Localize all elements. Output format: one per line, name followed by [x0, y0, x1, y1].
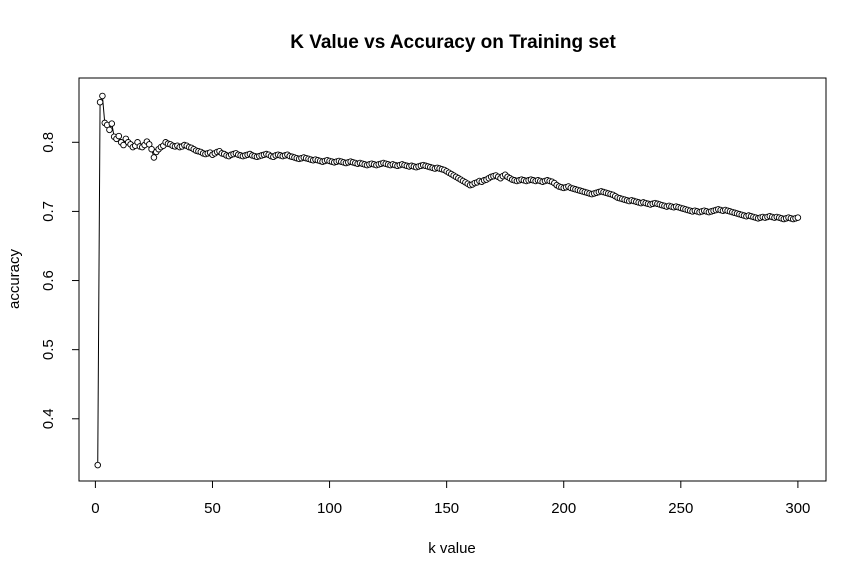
x-tick-label: 150 — [434, 500, 459, 517]
data-point — [96, 98, 104, 106]
y-axis-label: accuracy — [6, 248, 23, 309]
series-points — [94, 92, 802, 469]
data-point — [115, 132, 123, 140]
y-tick-label: 0.7 — [40, 201, 57, 222]
y-tick-label: 0.5 — [40, 339, 57, 360]
plot-frame — [78, 77, 827, 482]
y-tick-label: 0.4 — [40, 408, 57, 429]
y-tick-label: 0.6 — [40, 270, 57, 291]
chart-title: K Value vs Accuracy on Training set — [290, 32, 616, 53]
data-point — [99, 92, 106, 100]
data-point — [794, 214, 802, 221]
y-axis: 0.4 0.5 0.6 0.7 0.8 — [40, 132, 80, 429]
data-point — [106, 126, 113, 134]
y-tick-label: 0.8 — [40, 132, 57, 153]
x-tick-label: 100 — [317, 500, 342, 517]
x-tick-label: 50 — [204, 500, 221, 517]
data-point — [94, 461, 101, 469]
x-axis-label: k value — [428, 540, 476, 557]
data-point — [150, 154, 158, 161]
x-tick-label: 0 — [91, 500, 99, 517]
x-tick-label: 200 — [551, 500, 576, 517]
data-point — [148, 145, 155, 153]
data-point — [120, 141, 127, 149]
x-tick-label: 300 — [785, 500, 810, 517]
data-point — [108, 120, 116, 127]
x-axis: 0 50 100 150 200 250 300 — [91, 480, 810, 517]
x-tick-label: 250 — [668, 500, 693, 517]
